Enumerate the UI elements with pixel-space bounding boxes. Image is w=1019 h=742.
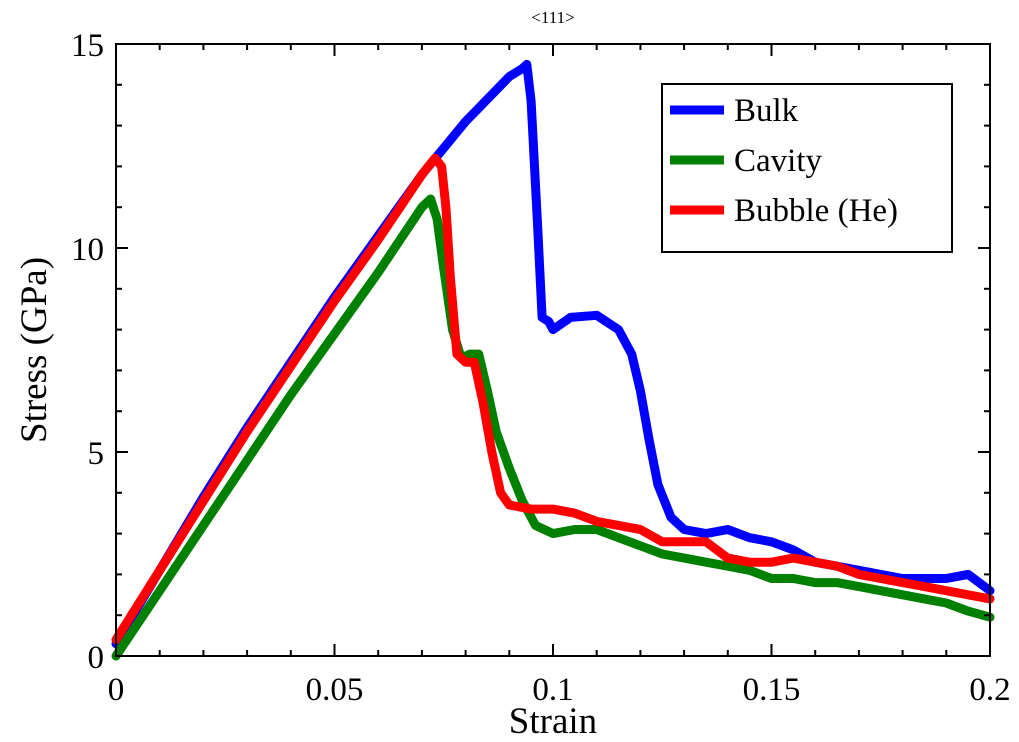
- y-axis-title: Stress (GPa): [14, 257, 55, 443]
- x-tick-label: 0.2: [969, 672, 1010, 708]
- y-tick-label: 0: [88, 640, 105, 676]
- y-tick-label: 10: [71, 232, 104, 268]
- x-tick-label: 0.05: [306, 672, 364, 708]
- x-tick-label: 0.1: [532, 672, 573, 708]
- x-tick-label: 0: [108, 672, 125, 708]
- legend: Bulk Cavity Bubble (He): [661, 83, 953, 253]
- chart-title: <111>: [531, 8, 574, 27]
- ticks-layer: 0 0.05 0.1 0.15 0.2 0 5 10 15: [71, 28, 1011, 708]
- legend-label: Bulk: [734, 93, 799, 129]
- y-tick-label: 5: [88, 436, 105, 472]
- legend-label: Bubble (He): [734, 193, 898, 229]
- legend-label: Cavity: [734, 143, 822, 179]
- x-axis-title: Strain: [509, 701, 597, 742]
- series-layer: [111, 59, 995, 661]
- y-tick-label: 15: [71, 28, 104, 64]
- series-line-cavity: [111, 194, 995, 661]
- x-tick-label: 0.15: [743, 672, 801, 708]
- series-line-bubble-he: [111, 153, 995, 645]
